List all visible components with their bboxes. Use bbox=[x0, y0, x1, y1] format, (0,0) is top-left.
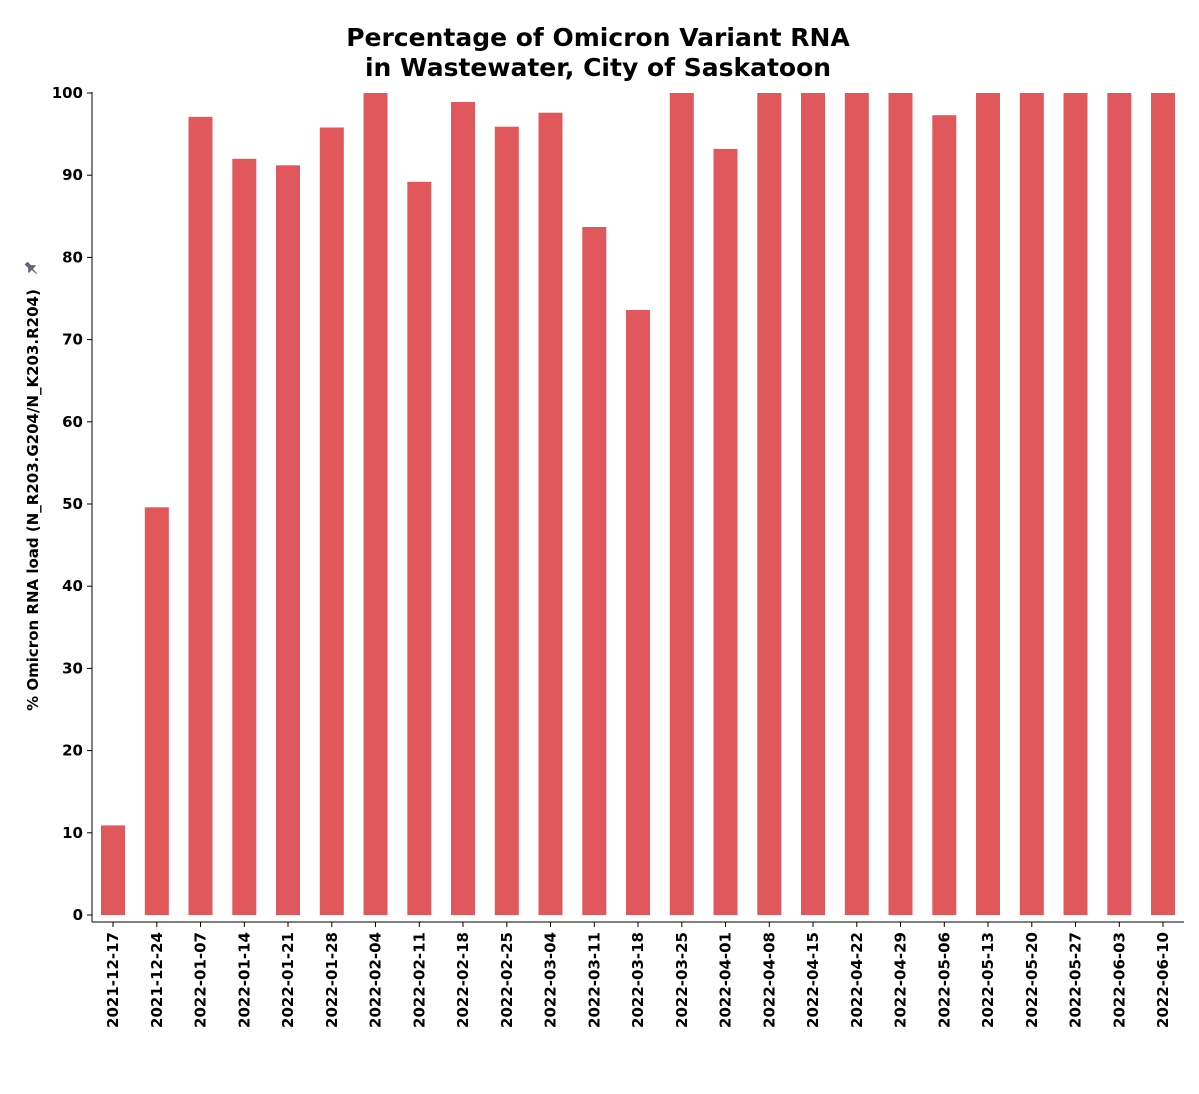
bar-2022-05-06[interactable] bbox=[932, 115, 957, 915]
y-tick-label: 60 bbox=[62, 413, 83, 431]
x-tick-label: 2022-03-18 bbox=[629, 932, 647, 1028]
x-tick-label: 2022-03-11 bbox=[585, 932, 603, 1028]
x-tick-label: 2022-04-22 bbox=[848, 932, 866, 1028]
bar-2022-03-25[interactable] bbox=[669, 93, 694, 915]
y-ticks-layer: 0 10 20 30 40 50 60 70 80 90 100 bbox=[52, 84, 92, 924]
bar-2022-04-01[interactable] bbox=[713, 148, 738, 915]
y-axis-label-group: % Omicron RNA load (N_R203.G204/N_K203.R… bbox=[24, 289, 42, 711]
x-tick-label: 2022-02-25 bbox=[498, 932, 516, 1028]
bar-2022-02-25[interactable] bbox=[494, 126, 519, 915]
x-tick-label: 2022-04-08 bbox=[760, 932, 778, 1028]
y-tick-label: 20 bbox=[62, 742, 83, 760]
bar-2022-06-10[interactable] bbox=[1151, 93, 1175, 915]
pin-icon[interactable] bbox=[23, 260, 41, 278]
x-ticks-layer: 2021-12-17 2021-12-24 2022-01-07 2022-01-14… bbox=[104, 922, 1172, 1028]
bar-2022-01-28[interactable] bbox=[319, 127, 344, 916]
x-tick-label: 2022-06-03 bbox=[1110, 932, 1128, 1028]
bar-2022-02-18[interactable] bbox=[451, 102, 475, 915]
y-axis-label: % Omicron RNA load (N_R203.G204/N_K203.R… bbox=[24, 289, 42, 711]
chart-title-line-2: in Wastewater, City of Saskatoon bbox=[365, 53, 831, 82]
x-tick-label: 2021-12-24 bbox=[148, 932, 166, 1028]
bar-2021-12-17[interactable] bbox=[101, 825, 125, 915]
x-tick-label: 2022-02-04 bbox=[367, 932, 385, 1028]
x-tick-label: 2022-01-28 bbox=[323, 932, 341, 1028]
x-tick-label: 2022-06-10 bbox=[1154, 932, 1172, 1028]
bar-2022-03-11[interactable] bbox=[582, 227, 607, 915]
bar-2022-03-18[interactable] bbox=[626, 310, 650, 915]
y-tick-label: 30 bbox=[62, 659, 83, 677]
x-tick-label: 2022-02-11 bbox=[410, 932, 428, 1028]
bar-2022-02-11[interactable] bbox=[407, 181, 432, 916]
bar-2022-06-03[interactable] bbox=[1107, 93, 1132, 915]
bar-2022-01-07[interactable] bbox=[188, 116, 213, 916]
x-tick-label: 2022-01-07 bbox=[192, 932, 210, 1028]
y-tick-label: 100 bbox=[52, 84, 83, 102]
x-tick-label: 2022-05-13 bbox=[979, 932, 997, 1028]
x-tick-label: 2022-05-27 bbox=[1067, 932, 1085, 1028]
bar-2022-04-15[interactable] bbox=[801, 93, 825, 915]
bar-2022-05-27[interactable] bbox=[1063, 93, 1088, 915]
bar-2022-03-04[interactable] bbox=[538, 112, 563, 915]
x-tick-label: 2022-03-04 bbox=[542, 932, 560, 1028]
bar-2022-04-22[interactable] bbox=[844, 93, 869, 915]
x-tick-label: 2022-02-18 bbox=[454, 932, 472, 1028]
y-tick-label: 40 bbox=[62, 577, 83, 595]
chart-title: Percentage of Omicron Variant RNA in Was… bbox=[346, 23, 850, 82]
chart-title-line-1: Percentage of Omicron Variant RNA bbox=[346, 23, 850, 52]
x-tick-label: 2022-01-21 bbox=[279, 932, 297, 1028]
y-tick-label: 90 bbox=[62, 166, 83, 184]
y-tick-label: 80 bbox=[62, 248, 83, 266]
y-tick-label: 70 bbox=[62, 331, 83, 349]
x-tick-label: 2022-03-25 bbox=[673, 932, 691, 1028]
x-tick-label: 2022-01-14 bbox=[235, 932, 253, 1028]
x-tick-label: 2021-12-17 bbox=[104, 932, 122, 1028]
bar-2022-02-04[interactable] bbox=[363, 93, 388, 915]
bars-layer bbox=[101, 93, 1175, 916]
bar-2022-05-20[interactable] bbox=[1019, 93, 1044, 915]
y-tick-label: 50 bbox=[62, 495, 83, 513]
y-tick-label: 0 bbox=[73, 906, 83, 924]
x-tick-label: 2022-04-29 bbox=[892, 932, 910, 1028]
bar-2022-04-08[interactable] bbox=[757, 93, 782, 915]
bar-2022-01-21[interactable] bbox=[276, 165, 300, 916]
x-tick-label: 2022-04-01 bbox=[717, 932, 735, 1028]
bar-2022-05-13[interactable] bbox=[976, 93, 1000, 915]
x-tick-label: 2022-04-15 bbox=[804, 932, 822, 1028]
y-tick-label: 10 bbox=[62, 824, 83, 842]
x-tick-label: 2022-05-20 bbox=[1023, 932, 1041, 1028]
x-tick-label: 2022-05-06 bbox=[935, 932, 953, 1028]
bar-2021-12-24[interactable] bbox=[144, 507, 169, 915]
bar-2022-01-14[interactable] bbox=[232, 158, 257, 916]
bar-2022-04-29[interactable] bbox=[888, 93, 913, 915]
